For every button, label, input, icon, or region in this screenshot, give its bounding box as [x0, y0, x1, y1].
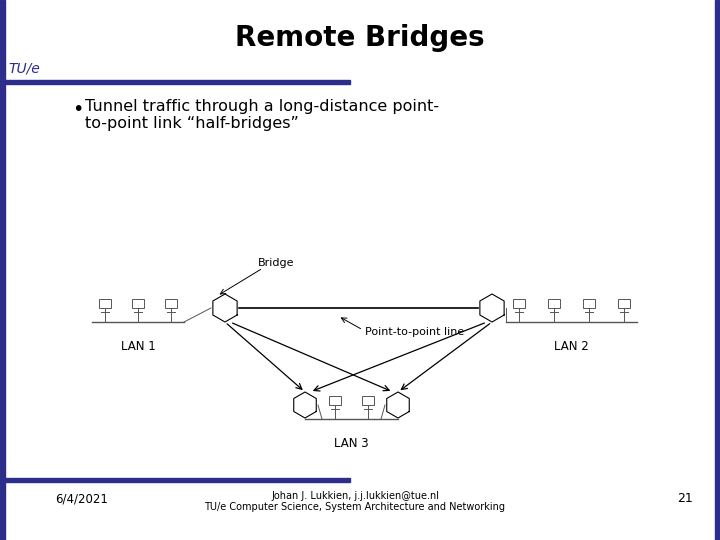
- Bar: [5, 478, 350, 482]
- Bar: [618, 299, 630, 308]
- Text: Tunnel traffic through a long-distance point-
to-point link “half-bridges”: Tunnel traffic through a long-distance p…: [85, 99, 439, 131]
- Bar: [329, 396, 341, 405]
- Bar: [715, 0, 720, 540]
- Polygon shape: [387, 392, 409, 418]
- Text: TU/e Computer Science, System Architecture and Networking: TU/e Computer Science, System Architectu…: [204, 502, 505, 512]
- Bar: [132, 299, 144, 308]
- Text: •: •: [72, 100, 84, 119]
- Text: Johan J. Lukkien, j.j.lukkien@tue.nl: Johan J. Lukkien, j.j.lukkien@tue.nl: [271, 491, 439, 501]
- Bar: [583, 299, 595, 308]
- Polygon shape: [213, 294, 237, 322]
- Bar: [0, 0, 5, 540]
- Text: LAN 2: LAN 2: [554, 340, 588, 353]
- Text: TU/e: TU/e: [8, 62, 40, 76]
- Bar: [165, 299, 177, 308]
- Text: 6/4/2021: 6/4/2021: [55, 492, 108, 505]
- Bar: [548, 299, 560, 308]
- Text: Bridge: Bridge: [258, 258, 294, 268]
- Text: Remote Bridges: Remote Bridges: [235, 24, 485, 52]
- Polygon shape: [294, 392, 316, 418]
- Text: Point-to-point line: Point-to-point line: [365, 327, 464, 337]
- Text: LAN 1: LAN 1: [121, 340, 156, 353]
- Bar: [5, 80, 350, 84]
- Text: 21: 21: [677, 492, 693, 505]
- Bar: [362, 396, 374, 405]
- Bar: [513, 299, 525, 308]
- Text: LAN 3: LAN 3: [333, 437, 369, 450]
- Polygon shape: [480, 294, 504, 322]
- Bar: [99, 299, 111, 308]
